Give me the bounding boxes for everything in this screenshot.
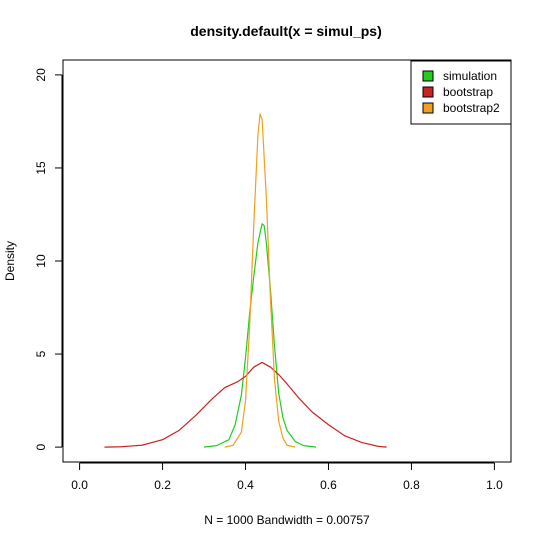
- y-tick-label: 5: [34, 350, 48, 357]
- y-tick-label: 15: [34, 161, 48, 175]
- legend-swatch-bootstrap: [422, 86, 434, 98]
- legend-label-bootstrap2: bootstrap2: [443, 101, 500, 115]
- x-tick-label: 0.8: [403, 478, 420, 492]
- legend-swatch-simulation: [422, 70, 434, 82]
- y-axis: 0 5 10 15 20: [34, 68, 63, 450]
- plot-area-frame: [62, 59, 512, 463]
- x-tick-label: 0.6: [320, 478, 337, 492]
- y-axis-label: Density: [3, 241, 17, 281]
- series-line-bootstrap2: [224, 113, 296, 448]
- y-tick-label: 10: [34, 254, 48, 268]
- x-tick-label: 1.0: [486, 478, 503, 492]
- x-axis: 0.0 0.2 0.4 0.6 0.8 1.0: [71, 462, 503, 492]
- x-tick-label: 0.0: [71, 478, 88, 492]
- x-axis-label: N = 1000 Bandwidth = 0.00757: [204, 513, 370, 527]
- x-tick-label: 0.2: [154, 478, 171, 492]
- series-layer: [104, 113, 387, 448]
- legend-swatch-bootstrap2: [422, 102, 434, 114]
- y-tick-label: 0: [34, 443, 48, 450]
- legend-label-simulation: simulation: [443, 69, 497, 83]
- series-line-bootstrap: [104, 361, 387, 448]
- chart-title: density.default(x = simul_ps): [190, 23, 382, 39]
- x-tick-label: 0.4: [237, 478, 254, 492]
- legend-label-bootstrap: bootstrap: [443, 85, 493, 99]
- legend: simulation bootstrap bootstrap2: [410, 60, 512, 125]
- series-line-simulation: [203, 223, 317, 448]
- y-tick-label: 20: [34, 68, 48, 82]
